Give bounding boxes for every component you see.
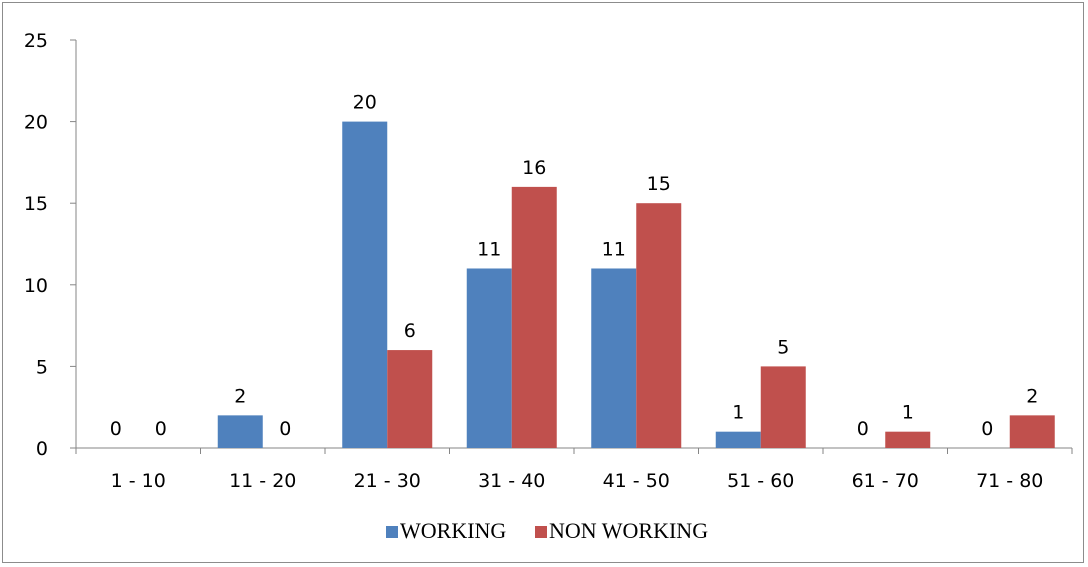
y-tick-label: 15: [24, 193, 48, 215]
data-label: 2: [1026, 385, 1038, 407]
data-label: 5: [777, 336, 789, 358]
bar-working: [342, 121, 388, 448]
data-label: 16: [522, 157, 546, 179]
legend-label: NON WORKING: [549, 518, 708, 543]
y-tick-label: 0: [36, 438, 48, 460]
data-label: 11: [477, 238, 501, 260]
y-tick-label: 20: [24, 112, 48, 134]
x-tick-label: 51 - 60: [727, 470, 794, 492]
data-label: 0: [110, 418, 122, 440]
data-label: 1: [902, 402, 914, 424]
bar-working: [591, 268, 637, 448]
bar-working: [715, 431, 761, 448]
bar-non-working: [636, 203, 682, 448]
data-label: 0: [155, 418, 167, 440]
legend-swatch: [535, 526, 547, 538]
bar-non-working: [1009, 415, 1055, 448]
legend: WORKING NON WORKING: [386, 518, 708, 543]
y-tick-label: 10: [24, 275, 48, 297]
data-label: 20: [353, 92, 377, 114]
bar-working: [466, 268, 512, 448]
x-axis: 1 - 10 11 - 20 21 - 30 31 - 40 41 - 50 51 - 6…: [75, 447, 1073, 492]
bar-working: [217, 415, 263, 448]
x-tick-label: 11 - 20: [229, 470, 296, 492]
bar-non-working: [760, 366, 806, 448]
x-tick-label: 31 - 40: [478, 470, 545, 492]
bars: [217, 121, 1055, 448]
y-tick-label: 5: [36, 356, 48, 378]
x-tick-label: 61 - 70: [852, 470, 919, 492]
x-tick-label: 41 - 50: [603, 470, 670, 492]
data-label: 2: [234, 385, 246, 407]
x-tick-label: 21 - 30: [354, 470, 421, 492]
bar-non-working: [885, 431, 931, 448]
data-label: 15: [647, 173, 671, 195]
bar-non-working: [511, 186, 557, 448]
data-label: 1: [732, 402, 744, 424]
y-tick-label: 25: [24, 30, 48, 52]
x-tick-label: 71 - 80: [976, 470, 1043, 492]
x-tick-label: 1 - 10: [111, 470, 166, 492]
y-axis: 0 5 10 15 20 25: [24, 30, 77, 460]
data-label: 0: [857, 418, 869, 440]
data-label: 0: [279, 418, 291, 440]
data-label: 0: [981, 418, 993, 440]
legend-swatch: [386, 526, 398, 538]
bar-non-working: [387, 350, 433, 448]
legend-label: WORKING: [400, 518, 506, 543]
data-label: 11: [602, 238, 626, 260]
data-label: 6: [404, 320, 416, 342]
